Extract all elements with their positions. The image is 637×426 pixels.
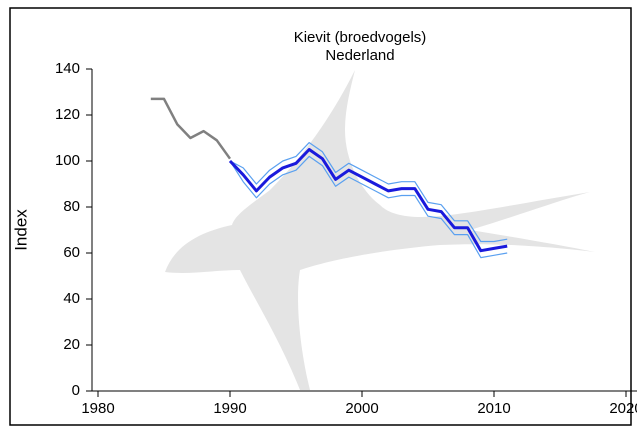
series-line — [150, 97, 232, 160]
y-tick-label: 100 — [55, 152, 80, 169]
x-tick-label: 1980 — [81, 400, 114, 417]
swallow-watermark — [165, 70, 595, 390]
x-tick-label: 1990 — [213, 400, 246, 417]
x-tick-label: 2020 — [609, 400, 637, 417]
series-line — [228, 148, 508, 253]
y-tick-label: 60 — [63, 244, 80, 261]
y-tick-label: 120 — [55, 106, 80, 123]
y-tick-label: 140 — [55, 60, 80, 77]
chart-title: Kievit (broedvogels) — [294, 29, 427, 46]
y-tick-label: 20 — [63, 336, 80, 353]
y-axis-label: Index — [11, 209, 30, 251]
x-tick-label: 2000 — [345, 400, 378, 417]
chart-subtitle: Nederland — [325, 47, 394, 64]
y-tick-label: 80 — [63, 198, 80, 215]
series-line — [229, 142, 508, 243]
y-tick-label: 0 — [72, 382, 80, 399]
x-tick-label: 2010 — [477, 400, 510, 417]
y-tick-label: 40 — [63, 290, 80, 307]
series-line — [229, 155, 508, 259]
